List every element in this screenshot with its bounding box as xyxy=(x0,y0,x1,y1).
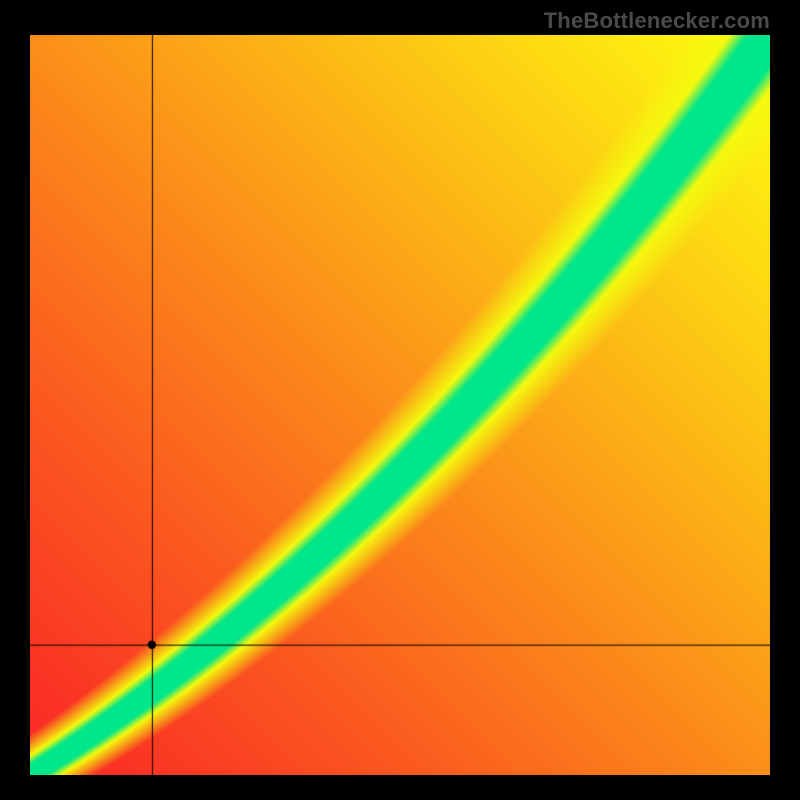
viewport: TheBottlenecker.com xyxy=(0,0,800,800)
heatmap-plot xyxy=(30,35,770,775)
watermark-text: TheBottlenecker.com xyxy=(544,8,770,34)
heatmap-canvas xyxy=(30,35,770,775)
